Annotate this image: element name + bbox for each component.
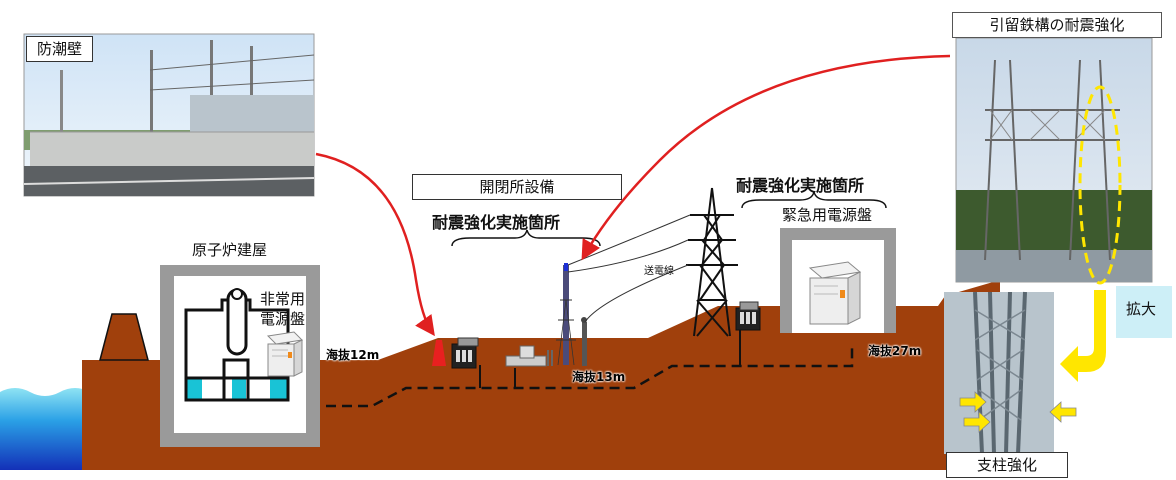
transmission-line-label: 送電線	[644, 266, 674, 277]
seawall-marker-icon	[432, 340, 446, 366]
tower-photo	[955, 37, 1153, 285]
emergency-power-label-1: 非常用	[260, 290, 306, 308]
strut-photo	[944, 291, 1077, 455]
transmission-tower-icon	[686, 187, 738, 337]
seismic-site-label-2: 耐震強化実施箇所	[736, 176, 865, 195]
embankment	[99, 313, 149, 361]
seawall-label: 防潮壁	[26, 36, 94, 62]
reactor-building-label: 原子炉建屋	[192, 241, 268, 259]
arrow-tower	[581, 54, 951, 261]
dead-end-tower-icon	[556, 263, 576, 366]
reactor-building	[160, 265, 320, 447]
seismic-site-label-1: 耐震強化実施箇所	[432, 213, 561, 232]
emergency-power-panel-icon	[266, 331, 304, 377]
emergency-panel-icon	[808, 261, 862, 325]
seawall-photo	[23, 33, 315, 197]
enlarge-label-bg	[1116, 286, 1172, 338]
emergency-power-label-2: 電源盤	[260, 310, 306, 328]
switching-station-label: 開閉所設備	[412, 174, 622, 200]
brace-emergency	[741, 191, 887, 209]
altitude-27m-label: 海抜27m	[868, 344, 922, 358]
sea	[0, 388, 90, 470]
altitude-12m-label: 海抜12m	[326, 348, 380, 362]
arrow-seawall	[315, 152, 435, 337]
altitude-13m-label: 海抜13m	[572, 370, 626, 384]
emergency-panel-label: 緊急用電源盤	[782, 206, 873, 224]
switchgear-icon	[505, 345, 553, 367]
transformer-icon-2	[735, 301, 761, 331]
enlarge-arrow	[1060, 290, 1106, 382]
strut-reinforcement-label: 支柱強化	[946, 452, 1068, 478]
transformer-icon-1	[451, 337, 479, 369]
enlarge-label: 拡大	[1126, 300, 1157, 318]
dead-end-tower-label: 引留鉄構の耐震強化	[952, 12, 1162, 38]
